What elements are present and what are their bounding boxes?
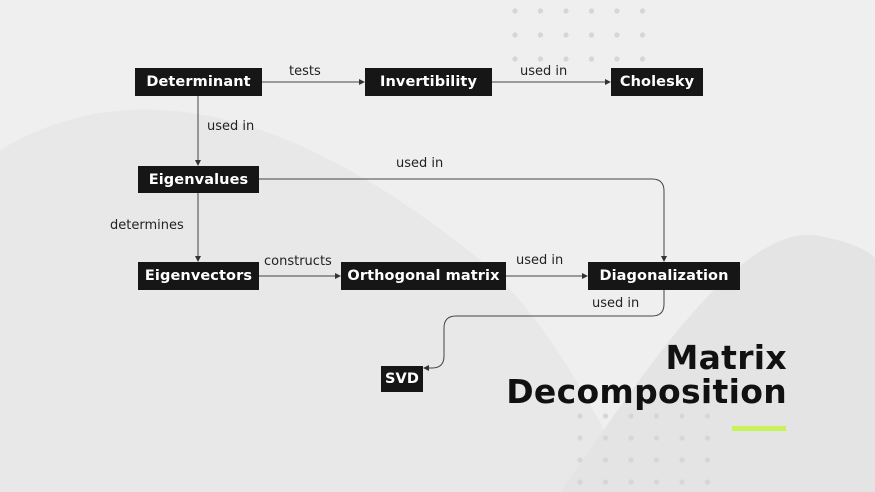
decor-dot [704, 479, 711, 485]
decor-dot [512, 32, 518, 38]
decor-dot [512, 56, 518, 62]
node-determinant: Determinant [135, 68, 262, 96]
decor-dot [704, 413, 711, 419]
decor-dot [614, 56, 620, 62]
decor-dot [563, 56, 569, 62]
decor-dot [614, 32, 620, 38]
edge-label-used-in-diagonalization-top: used in [396, 156, 444, 171]
decor-dot [602, 479, 609, 485]
decor-dot [639, 32, 646, 38]
decor-dot [588, 32, 595, 38]
edge-label-tests: tests [289, 64, 321, 79]
node-diagonalization: Diagonalization [588, 262, 740, 290]
edge-label-used-in-cholesky: used in [520, 64, 568, 79]
decor-dot [602, 457, 609, 463]
title-line-2: Decomposition [506, 372, 787, 411]
decor-dot [614, 8, 620, 14]
node-orthogonal-matrix: Orthogonal matrix [341, 262, 506, 290]
dot-grid-bottom [577, 413, 711, 485]
title-line-1: Matrix [665, 338, 787, 377]
decor-dot [602, 413, 609, 419]
edge-label-determines: determines [110, 218, 184, 233]
decor-dot [537, 8, 544, 14]
edge-label-used-in-diagonalization: used in [516, 253, 564, 268]
decor-dot [537, 32, 544, 38]
edge-label-constructs: constructs [264, 254, 332, 269]
node-svd: SVD [381, 366, 423, 392]
node-eigenvalues: Eigenvalues [138, 166, 259, 193]
decor-dot [628, 479, 634, 485]
decor-dot [679, 479, 685, 485]
decor-dot [639, 56, 646, 62]
decor-dot [563, 8, 569, 14]
edge-label-used-in-eigenvalues: used in [207, 119, 255, 134]
decor-dot [704, 435, 711, 441]
decor-dot [577, 413, 583, 419]
decor-dot [602, 435, 609, 441]
decor-dot [577, 457, 583, 463]
decor-dot [588, 56, 595, 62]
title-accent-bar [732, 426, 786, 431]
node-eigenvectors: Eigenvectors [138, 262, 259, 290]
decor-dot [563, 32, 569, 38]
decor-dot [577, 479, 583, 485]
edge-label-used-in-svd: used in [592, 296, 640, 311]
decor-dot [679, 457, 685, 463]
decor-dot [653, 413, 660, 419]
node-invertibility: Invertibility [365, 68, 492, 96]
decor-dot [588, 8, 595, 14]
decor-dot [704, 457, 711, 463]
decor-dot [628, 435, 634, 441]
decor-dot [577, 435, 583, 441]
decor-dot [679, 413, 685, 419]
node-cholesky: Cholesky [611, 68, 703, 96]
edge-diagonalization-svd [423, 290, 665, 371]
decor-dot [639, 8, 646, 14]
decor-dot [653, 479, 660, 485]
decor-dot [512, 8, 518, 14]
decor-dot [653, 435, 660, 441]
decor-dot [628, 413, 634, 419]
dot-grid-top [512, 8, 646, 62]
decor-dot [679, 435, 685, 441]
edge-eigenvalues-diagonalization [259, 178, 667, 262]
decor-dot [537, 56, 544, 62]
decor-dot [653, 457, 660, 463]
decor-dot [628, 457, 634, 463]
